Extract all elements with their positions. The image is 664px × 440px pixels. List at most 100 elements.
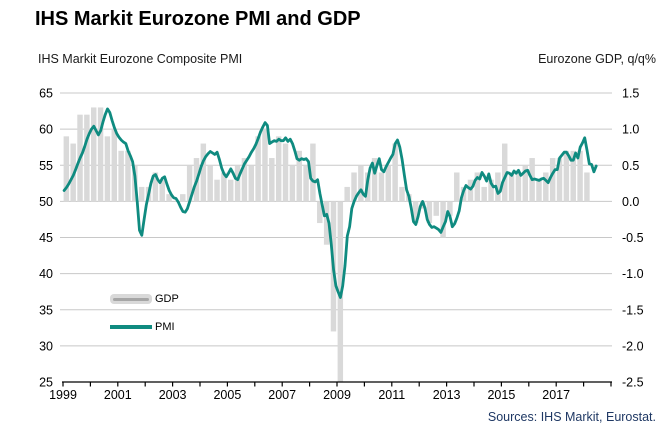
gdp-bar: [262, 129, 268, 202]
left-axis-tick-label: 50: [39, 195, 53, 209]
gdp-bar: [536, 179, 542, 202]
gdp-bar: [248, 165, 254, 202]
gdp-bar: [91, 107, 97, 202]
chart-title: IHS Markit Eurozone PMI and GDP: [35, 8, 361, 30]
gdp-bar: [399, 186, 405, 202]
gdp-bar: [282, 143, 289, 202]
gdp-bar: [138, 186, 145, 202]
gdp-bar: [310, 143, 316, 202]
gdp-bar: [358, 165, 364, 202]
left-axis-tick-label: 35: [39, 303, 53, 317]
gdp-bar: [440, 201, 446, 238]
x-axis-label: 1999: [49, 388, 77, 402]
gdp-bar: [159, 179, 165, 202]
gdp-bar: [241, 158, 248, 202]
gdp-bar: [323, 201, 330, 245]
gdp-bar: [584, 172, 590, 202]
legend-label-gdp: GDP: [155, 293, 179, 305]
gdp-bar: [255, 136, 261, 202]
gdp-bar: [214, 179, 220, 202]
gdp-bar: [392, 143, 398, 202]
pmi-line: [62, 107, 598, 299]
right-axis-tick-label: -2.0: [622, 339, 644, 353]
right-axis-tick-label: 1.0: [622, 123, 639, 137]
x-axis-label: 2003: [159, 388, 187, 402]
gdp-bar: [563, 150, 570, 202]
legend-item-pmi: PMI: [110, 321, 175, 333]
x-axis-label: 2015: [487, 388, 515, 402]
legend-item-gdp: GDP: [110, 293, 179, 305]
right-axis-tick-label: 0.5: [622, 159, 639, 173]
right-axis-tick-label: 1.5: [622, 87, 639, 101]
left-axis-tick-label: 30: [39, 339, 53, 353]
left-axis-title: IHS Markit Eurozone Composite PMI: [38, 52, 243, 66]
gdp-bar: [351, 172, 357, 202]
sources-note: Sources: IHS Markit, Eurostat.: [487, 410, 656, 424]
gdp-bar: [549, 158, 556, 202]
gdp-bar: [234, 165, 241, 202]
left-axis-tick-label: 55: [39, 159, 53, 173]
gdp-bar: [152, 172, 159, 202]
x-axis-label: 2013: [433, 388, 461, 402]
gdp-bar: [495, 172, 501, 202]
legend-label-pmi: PMI: [155, 321, 175, 333]
left-axis-tick-label: 40: [39, 267, 53, 281]
gdp-bar: [371, 158, 378, 202]
x-axis-label: 2009: [323, 388, 351, 402]
pmi-line-swatch: [110, 325, 152, 329]
gdp-bar: [467, 179, 474, 202]
gdp-bar: [303, 165, 309, 202]
x-axis-label: 2001: [104, 388, 132, 402]
gdp-bar: [111, 129, 117, 202]
gdp-bar: [433, 201, 439, 216]
right-axis-tick-label: 0.0: [622, 195, 639, 209]
gdp-bar: [481, 186, 487, 202]
left-axis-tick-label: 60: [39, 123, 53, 137]
x-axis-label: 2007: [268, 388, 296, 402]
gdp-bar-swatch-line: [113, 297, 149, 301]
gdp-bar: [344, 186, 350, 202]
gdp-bar: [207, 165, 213, 202]
gdp-bar: [84, 114, 90, 202]
gdp-bar: [186, 165, 193, 202]
pmi-gdp-combo-chart: 1999 2001 2003 2005 2007 2009 2011 2013 2015 2017…: [39, 87, 644, 403]
gdp-bar: [577, 150, 583, 202]
gdp-bar: [228, 179, 234, 202]
gdp-bar: [317, 201, 323, 224]
left-axis-tick-label: 25: [39, 376, 53, 390]
gdp-bar: [296, 150, 302, 202]
gdp-bar: [488, 179, 494, 202]
gdp-bar: [447, 201, 453, 216]
gdp-bar: [556, 158, 563, 202]
right-axis-tick-label: -2.5: [622, 376, 644, 390]
gdp-bar: [221, 172, 227, 202]
left-axis-tick-label: 65: [39, 87, 53, 101]
gdp-bar: [385, 165, 391, 202]
gdp-bar: [426, 201, 433, 224]
gdp-bar: [515, 172, 522, 202]
gdp-bar: [180, 194, 186, 202]
x-axis-label: 2011: [378, 388, 405, 402]
gdp-bar: [378, 172, 385, 202]
gdp-bar: [502, 143, 508, 202]
gdp-bar: [97, 107, 104, 202]
gdp-bar: [269, 158, 275, 202]
gdp-bar: [200, 143, 207, 202]
gdp-bar: [166, 194, 172, 202]
right-axis-tick-label: -1.0: [622, 267, 644, 281]
right-axis-tick-label: -0.5: [622, 231, 644, 245]
left-axis-tick-label: 45: [39, 231, 53, 245]
x-axis-label: 2017: [542, 388, 570, 402]
right-axis-title: Eurozone GDP, q/q%: [538, 52, 656, 66]
gdp-bar: [118, 150, 124, 202]
gdp-bar-swatch: [110, 294, 152, 304]
gdp-bar: [289, 165, 296, 202]
gdp-bar: [104, 136, 111, 202]
gdp-bar: [412, 201, 419, 224]
gdp-bar: [275, 136, 282, 202]
right-axis-tick-label: -1.5: [622, 303, 644, 317]
gdp-bar: [570, 150, 576, 202]
gdp-bar: [125, 150, 131, 202]
gdp-bar: [454, 172, 460, 202]
